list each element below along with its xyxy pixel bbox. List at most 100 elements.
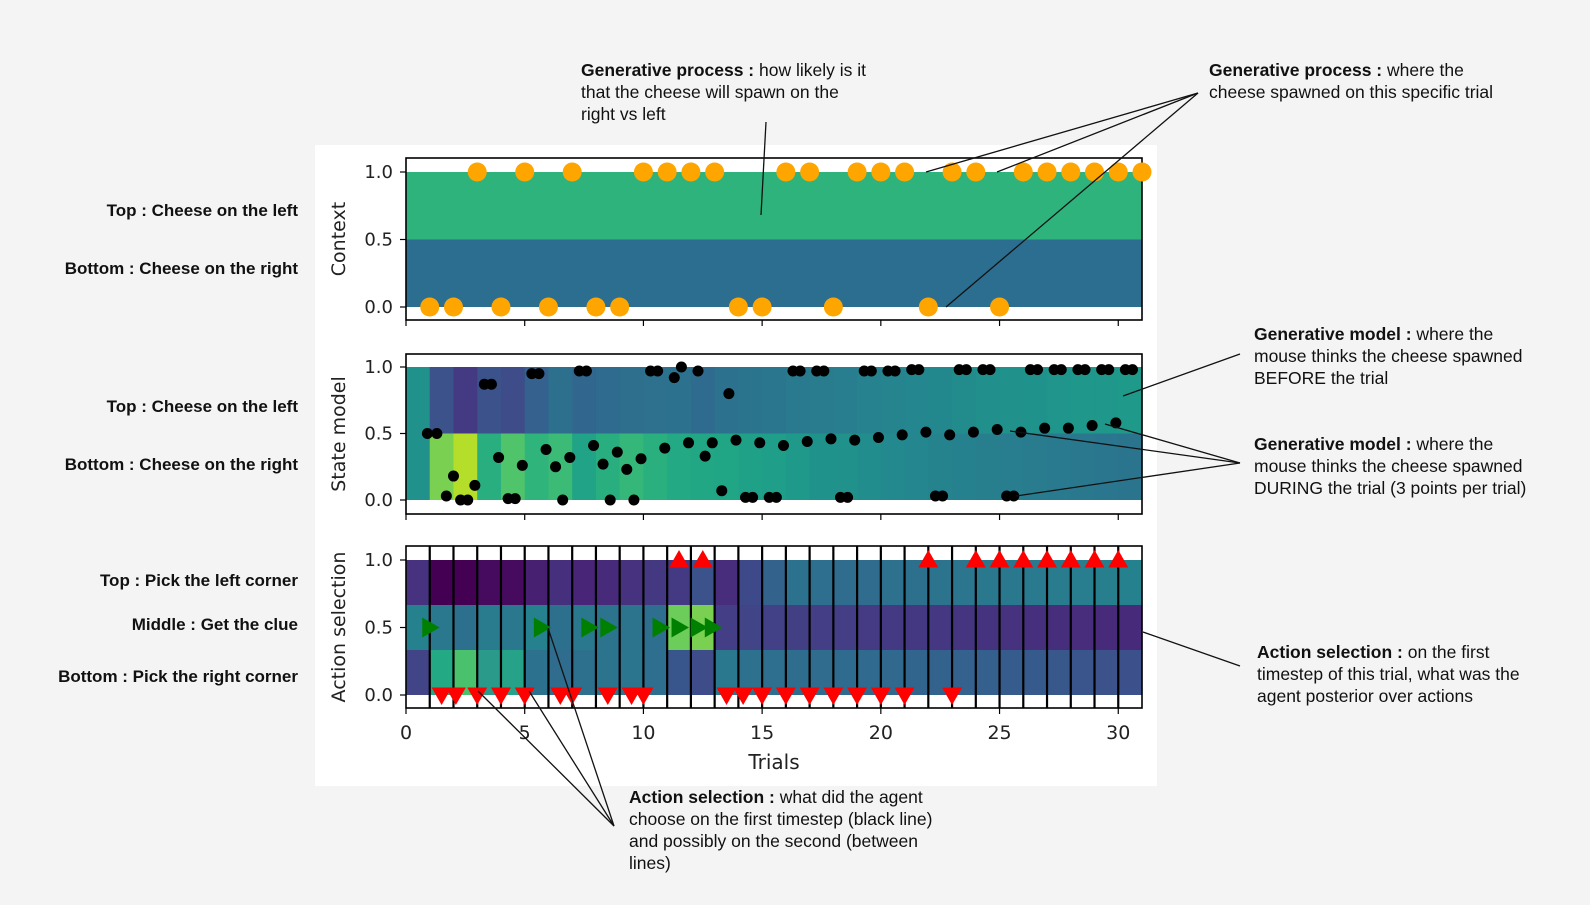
- action-top-label: Top : Pick the left corner: [99, 571, 298, 590]
- y-tick-label: 0.5: [364, 424, 393, 445]
- action-cell: [453, 560, 478, 605]
- belief-point: [431, 428, 443, 439]
- belief-point: [754, 437, 766, 449]
- belief-point: [967, 426, 979, 438]
- state-cell: [690, 367, 716, 434]
- action-cell: [572, 560, 597, 605]
- state-cell: [714, 367, 739, 434]
- action-cell: [1023, 650, 1048, 695]
- belief-point: [1127, 364, 1139, 376]
- action-cell: [999, 605, 1024, 650]
- state-bottom-label: Bottom : Cheese on the right: [64, 455, 298, 474]
- state-cell: [999, 367, 1024, 434]
- belief-point: [706, 437, 718, 449]
- callout-gm-before: Generative model : where the mouse think…: [1254, 324, 1523, 388]
- spawn-point-left: [895, 162, 915, 182]
- action-cell: [714, 560, 739, 605]
- chart: 0.0 0.5 1.0 Context 0.0 0.5 1.0 State model 0.0 0…: [328, 157, 1152, 774]
- state-cell: [477, 433, 502, 500]
- belief-point: [421, 428, 433, 439]
- spawn-point-right: [728, 297, 748, 317]
- belief-point: [462, 494, 474, 506]
- action-right-marker: [445, 687, 466, 705]
- spawn-point-left: [1061, 162, 1081, 182]
- belief-point: [611, 446, 623, 458]
- spawn-point-left: [681, 162, 701, 182]
- action-cell: [738, 605, 763, 650]
- spawn-point-right: [918, 297, 938, 317]
- state-cell: [643, 367, 668, 434]
- belief-point: [692, 365, 704, 377]
- action-right-marker: [870, 687, 891, 705]
- y-tick-label: 1.0: [364, 357, 393, 378]
- belief-point: [801, 435, 813, 447]
- action-cell: [429, 560, 455, 605]
- y-tick-label: 1.0: [364, 550, 393, 571]
- state-cell: [1070, 433, 1096, 500]
- action-left-marker: [989, 550, 1010, 568]
- state-cell: [1047, 367, 1072, 434]
- belief-point: [984, 364, 996, 376]
- belief-point: [716, 485, 728, 497]
- belief-point: [675, 361, 687, 373]
- action-right-marker: [597, 687, 618, 705]
- action-cell: [809, 605, 834, 650]
- belief-point: [1032, 364, 1044, 376]
- action-cell: [548, 605, 573, 650]
- y-tick-label: 1.0: [364, 162, 393, 183]
- action-right-marker: [733, 687, 754, 705]
- action-cell: [738, 560, 763, 605]
- state-cell: [999, 433, 1024, 500]
- action-cell: [453, 605, 478, 650]
- belief-point: [533, 368, 545, 380]
- action-cell: [477, 605, 502, 650]
- action-cell: [880, 605, 906, 650]
- state-cell: [572, 367, 597, 434]
- action-clue-marker: [690, 617, 709, 638]
- state-cell: [952, 367, 977, 434]
- callout-as-choose: Action selection : what did the agent ch…: [629, 787, 933, 873]
- action-cell: [406, 650, 431, 695]
- y-tick-label: 0.0: [364, 297, 393, 318]
- belief-point: [440, 490, 452, 502]
- belief-point: [588, 439, 600, 451]
- state-cell: [975, 367, 1001, 434]
- belief-point: [865, 365, 877, 377]
- spawn-point-left: [515, 162, 535, 182]
- state-cell: [524, 433, 550, 500]
- state-cell: [809, 433, 834, 500]
- belief-point: [469, 479, 481, 491]
- belief-point: [944, 429, 956, 441]
- state-cell: [904, 367, 929, 434]
- callout-leader-line: [1142, 631, 1241, 667]
- y-tick-label: 0.5: [364, 230, 393, 251]
- spawn-point-left: [1085, 162, 1105, 182]
- belief-point: [913, 364, 925, 376]
- action-left-marker: [965, 550, 986, 568]
- action-cell: [880, 560, 906, 605]
- spawn-point-right: [420, 297, 440, 317]
- belief-point: [937, 490, 949, 502]
- belief-point: [516, 459, 528, 471]
- belief-point: [447, 470, 459, 482]
- action-left-marker: [1060, 550, 1081, 568]
- action-cell: [762, 605, 787, 650]
- ctx-top-label: Top : Cheese on the left: [106, 201, 298, 220]
- belief-point: [628, 494, 640, 506]
- action-left-marker: [1037, 550, 1058, 568]
- belief-point: [1008, 490, 1020, 502]
- belief-point: [1086, 420, 1098, 432]
- state-cell: [833, 367, 858, 434]
- callout-gp-where: Generative process : where the cheese sp…: [1209, 60, 1494, 102]
- belief-point: [604, 494, 616, 506]
- x-axis-label: Trials: [747, 750, 799, 774]
- action-right-marker: [752, 687, 773, 705]
- state-cell: [595, 367, 621, 434]
- y-axis-label: Action selection: [328, 552, 350, 703]
- spawn-point-left: [942, 162, 962, 182]
- action-right-marker: [942, 687, 963, 705]
- action-cell: [500, 605, 526, 650]
- belief-point: [730, 434, 742, 446]
- action-cell: [999, 650, 1024, 695]
- action-left-marker: [1084, 550, 1105, 568]
